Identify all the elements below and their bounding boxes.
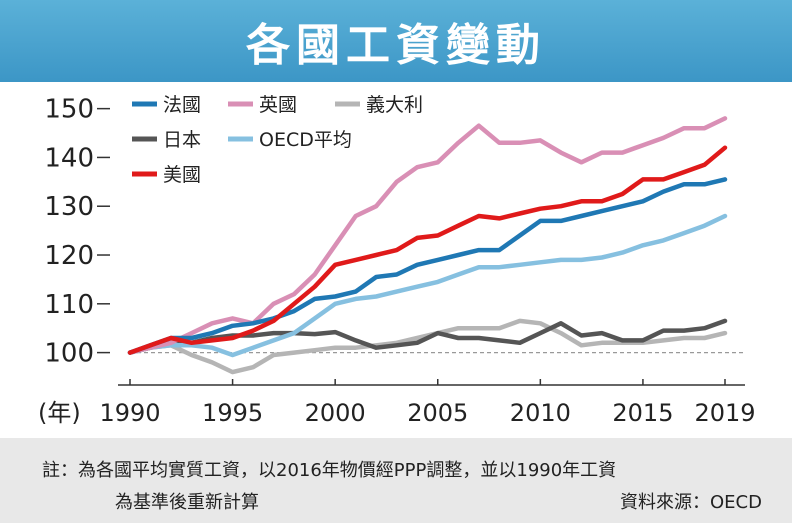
x-tick-label: 1990	[99, 399, 160, 427]
chart-area: 100 110 120 130 140 150 1990 1995 2000 2005 2010 20…	[0, 82, 792, 438]
x-tick-label: 2010	[510, 399, 571, 427]
y-tick-label: 100	[44, 339, 94, 369]
series-line-5	[127, 145, 728, 355]
line-chart: 100 110 120 130 140 150 1990 1995 2000 2005 2010 20…	[38, 94, 756, 427]
legend-label: OECD平均	[259, 129, 352, 151]
series-line-3	[127, 318, 728, 355]
footer-notes: 註：為各國平均實質工資，以2016年物價經PPP調整，並以1990年工資 為基準…	[0, 438, 792, 523]
x-tick-label: 1995	[202, 399, 263, 427]
title-banner	[0, 0, 792, 82]
y-tick-label: 120	[44, 241, 94, 271]
y-tick-label: 140	[44, 143, 94, 173]
x-axis-unit-label: (年)	[38, 399, 81, 427]
footnote-line-1: 註：為各國平均實質工資，以2016年物價經PPP調整，並以1990年工資	[42, 460, 617, 481]
x-tick-label: 2019	[694, 399, 755, 427]
legend-label: 日本	[163, 129, 201, 151]
chart-title: 各國工資變動	[246, 20, 546, 71]
legend-label: 英國	[259, 94, 297, 116]
x-tick-label: 2015	[612, 399, 673, 427]
series-line-4	[127, 213, 728, 358]
y-tick-label: 150	[44, 95, 94, 125]
y-tick-label: 130	[44, 192, 94, 222]
series-line-1	[127, 116, 728, 355]
data-source: 資料來源：OECD	[620, 492, 762, 513]
y-tick-label: 110	[44, 290, 94, 320]
footnote-line-2: 為基準後重新計算	[115, 492, 259, 513]
x-tick-label: 2005	[407, 399, 468, 427]
legend-label: 法國	[163, 94, 201, 116]
legend-label: 義大利	[366, 94, 423, 116]
series-line-0	[127, 177, 728, 355]
legend-label: 美國	[163, 164, 201, 186]
x-tick-label: 2000	[305, 399, 366, 427]
